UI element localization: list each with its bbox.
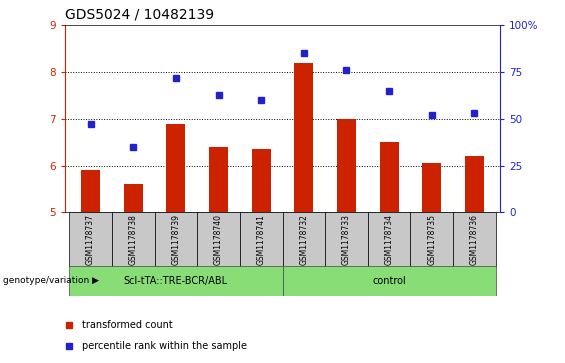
Bar	[294, 63, 314, 212]
Bar	[209, 147, 228, 212]
Bar	[282, 266, 496, 296]
Bar	[368, 212, 410, 267]
Text: GSM1178739: GSM1178739	[171, 214, 180, 265]
Text: control: control	[372, 276, 406, 286]
Bar	[112, 212, 155, 267]
Bar	[155, 212, 197, 267]
Bar	[422, 163, 441, 212]
Text: GSM1178741: GSM1178741	[257, 214, 266, 265]
Text: Scl-tTA::TRE-BCR/ABL: Scl-tTA::TRE-BCR/ABL	[124, 276, 228, 286]
Bar	[251, 149, 271, 212]
Bar	[380, 142, 399, 212]
Text: GSM1178738: GSM1178738	[129, 214, 138, 265]
Bar	[453, 212, 496, 267]
Bar	[410, 212, 453, 267]
Text: GSM1178736: GSM1178736	[470, 214, 479, 265]
Bar	[337, 119, 356, 212]
Bar	[166, 123, 185, 212]
Text: genotype/variation ▶: genotype/variation ▶	[3, 277, 99, 285]
Text: GSM1178740: GSM1178740	[214, 214, 223, 265]
Text: GSM1178735: GSM1178735	[427, 214, 436, 265]
Bar	[325, 212, 368, 267]
Bar	[81, 170, 100, 212]
Text: GSM1178734: GSM1178734	[385, 214, 394, 265]
Text: GSM1178737: GSM1178737	[86, 214, 95, 265]
Bar	[69, 266, 282, 296]
Text: percentile rank within the sample: percentile rank within the sample	[82, 341, 247, 351]
Text: GSM1178732: GSM1178732	[299, 214, 308, 265]
Bar	[240, 212, 282, 267]
Bar	[69, 212, 112, 267]
Bar	[124, 184, 143, 212]
Text: GSM1178733: GSM1178733	[342, 214, 351, 265]
Bar	[282, 212, 325, 267]
Bar	[465, 156, 484, 212]
Text: GDS5024 / 10482139: GDS5024 / 10482139	[65, 8, 214, 21]
Bar	[197, 212, 240, 267]
Text: transformed count: transformed count	[82, 321, 173, 330]
